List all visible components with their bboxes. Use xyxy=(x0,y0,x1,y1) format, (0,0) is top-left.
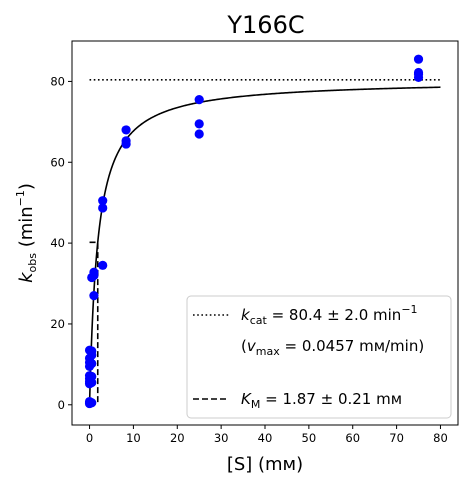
data-point xyxy=(87,371,97,382)
data-point xyxy=(98,196,108,206)
x-tick-label: 70 xyxy=(389,431,404,445)
data-point xyxy=(413,54,424,64)
x-tick-label: 20 xyxy=(170,431,185,445)
x-tick-label: 10 xyxy=(126,431,141,445)
chart-title: Y166C xyxy=(226,11,304,39)
x-tick-label: 60 xyxy=(345,431,360,445)
data-point xyxy=(98,260,108,270)
x-tick-label: 40 xyxy=(258,431,273,445)
km-reference-line xyxy=(89,241,99,405)
data-point xyxy=(89,267,99,277)
y-tick-label: 20 xyxy=(50,317,65,331)
y-tick-label: 60 xyxy=(50,155,65,169)
x-tick-label: 30 xyxy=(214,431,229,445)
data-point xyxy=(194,129,204,139)
data-point xyxy=(121,125,131,135)
y-label-unit-pre: (min xyxy=(16,206,37,253)
data-point xyxy=(87,346,97,356)
y-label-subscript: obs xyxy=(26,253,39,273)
y-axis-label: kobs (min−1) xyxy=(14,183,39,283)
x-tick-label: 80 xyxy=(433,431,448,445)
legend-box xyxy=(186,295,452,419)
y-tick-label: 0 xyxy=(58,398,65,412)
x-axis-label: [S] (mм) xyxy=(227,454,303,475)
fit-curve xyxy=(88,86,441,405)
y-axis-ticks: 0 20 40 60 80 xyxy=(50,74,72,412)
x-axis-ticks: 0 10 20 30 40 50 60 70 80 xyxy=(86,425,448,445)
data-point xyxy=(121,136,131,146)
legend-kcat-label: kcat = 80.4 ± 2.0 min−1 xyxy=(241,303,418,327)
y-label-unit-sup: −1 xyxy=(14,190,27,206)
plot-area xyxy=(84,54,441,409)
legend: kcat = 80.4 ± 2.0 min−1 (vmax = 0.0457 m… xyxy=(186,295,452,419)
y-tick-label: 80 xyxy=(50,74,65,88)
y-label-symbol: k xyxy=(16,271,37,283)
x-tick-label: 0 xyxy=(86,431,93,445)
data-point xyxy=(98,203,108,213)
legend-vmax-label: (vmax = 0.0457 mм/min) xyxy=(241,337,424,358)
legend-km-label: KM = 1.87 ± 0.21 mм xyxy=(241,390,402,411)
data-point xyxy=(89,291,99,301)
data-point xyxy=(87,398,97,408)
data-point xyxy=(194,119,204,129)
x-tick-label: 50 xyxy=(302,431,317,445)
data-point xyxy=(194,95,204,105)
data-point xyxy=(87,358,97,369)
y-label-unit-post: ) xyxy=(16,183,37,190)
y-tick-label: 40 xyxy=(50,236,65,250)
data-point xyxy=(413,67,424,78)
